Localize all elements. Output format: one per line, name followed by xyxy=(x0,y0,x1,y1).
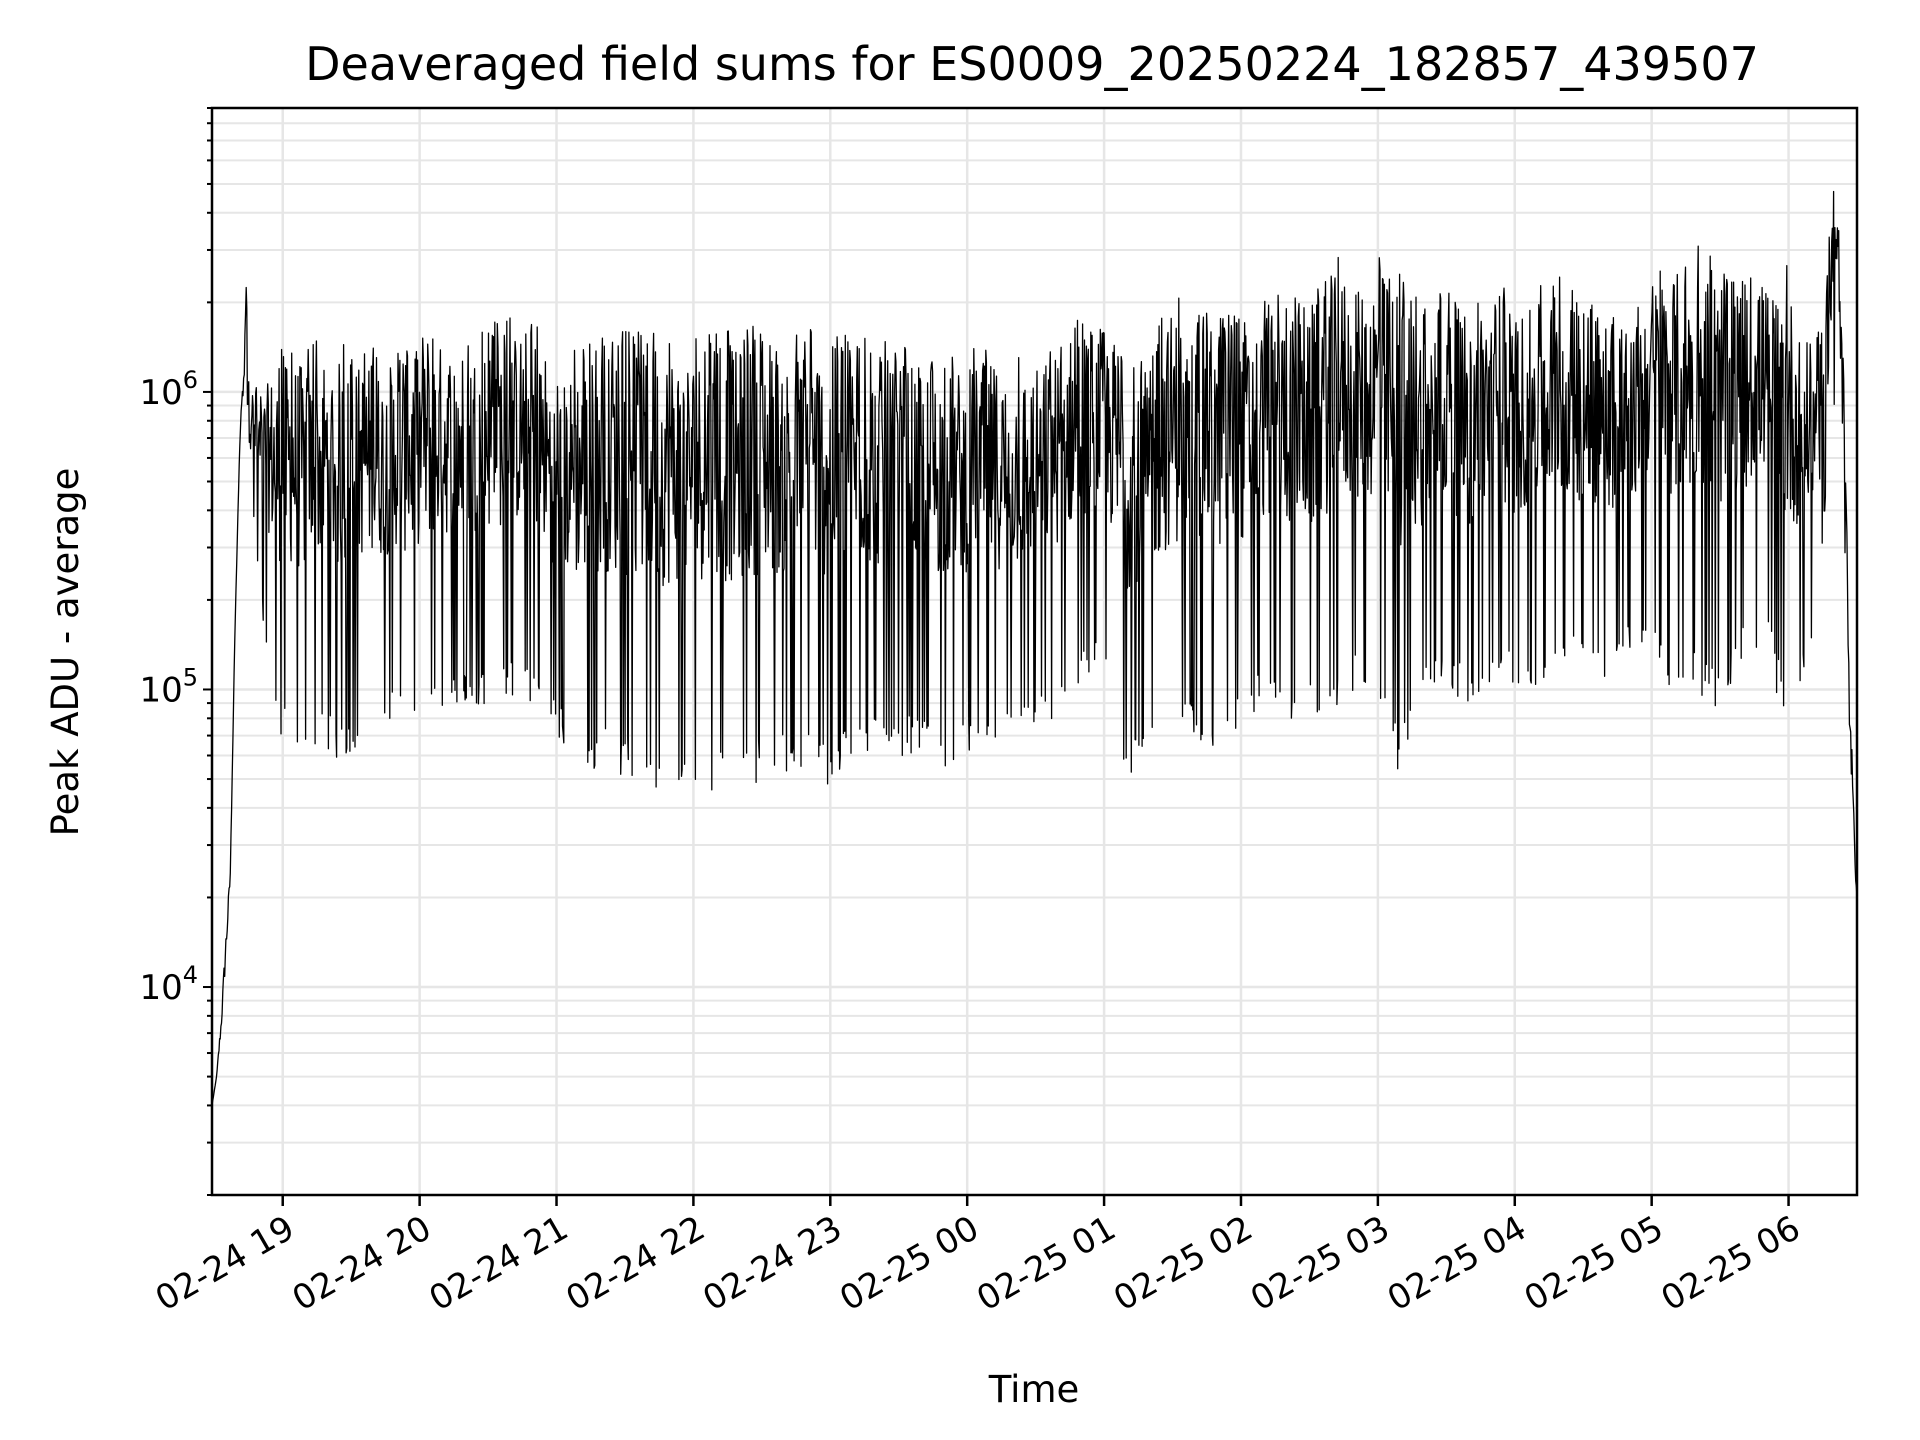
chart-title: Deaveraged field sums for ES0009_2025022… xyxy=(305,37,1759,91)
y-tick-label: 105 xyxy=(139,663,198,710)
y-tick-label: 104 xyxy=(139,961,198,1008)
y-tick-label: 106 xyxy=(139,366,198,413)
x-axis-label: Time xyxy=(988,1368,1080,1411)
y-axis-label: Peak ADU - average xyxy=(44,468,87,837)
series-layer xyxy=(211,190,1858,1106)
series-line xyxy=(211,190,1858,1106)
plot-frame xyxy=(210,106,1859,1197)
